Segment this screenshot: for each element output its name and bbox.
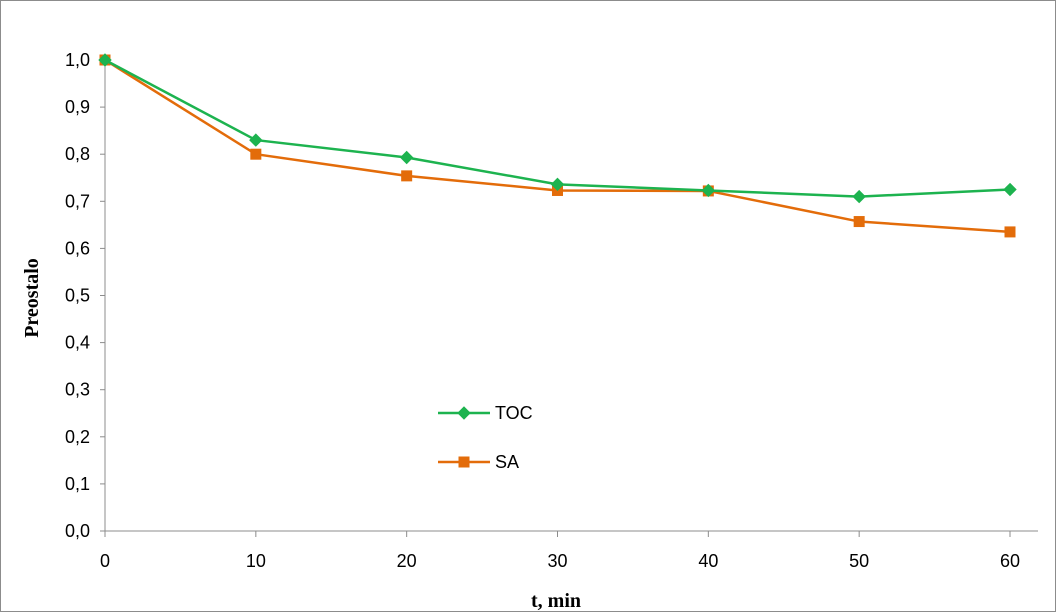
tick-labels: 0,0 0,1 0,2 0,3 0,4 0,5 0,6 0,7 0,8 0,9 1,0 0 10 20 30… — [65, 50, 1020, 571]
series — [98, 53, 1017, 238]
data-point-toc — [550, 177, 565, 192]
data-point-sa — [250, 148, 262, 160]
x-tick-label: 40 — [698, 551, 718, 571]
legend-label-sa: SA — [495, 452, 519, 472]
data-point-sa — [1004, 226, 1016, 238]
y-tick-label: 0,5 — [65, 286, 90, 306]
legend: TOC SA — [438, 403, 533, 472]
y-tick-label: 0,8 — [65, 144, 90, 164]
data-point-toc — [98, 53, 112, 67]
data-point-sa — [401, 170, 413, 182]
data-point-toc — [852, 189, 866, 204]
y-tick-label: 0,6 — [65, 238, 90, 258]
data-point-toc — [1003, 182, 1017, 197]
series-sa — [99, 54, 1016, 238]
y-tick-label: 0,7 — [65, 191, 90, 211]
data-point-toc — [399, 150, 414, 165]
y-tick-label: 0,1 — [65, 474, 90, 494]
data-point-toc — [701, 183, 716, 198]
y-tick-label: 0,3 — [65, 380, 90, 400]
series-toc — [98, 53, 1017, 204]
y-tick-label: 0,4 — [65, 333, 90, 353]
y-tick-label: 0,9 — [65, 97, 90, 117]
y-axis-title: Preostalo — [21, 258, 43, 338]
x-tick-label: 60 — [1000, 551, 1020, 571]
x-tick-label: 20 — [397, 551, 417, 571]
legend-marker-toc — [457, 406, 471, 420]
data-point-sa — [853, 216, 865, 228]
x-tick-label: 50 — [849, 551, 869, 571]
series-line-toc — [104, 58, 1011, 198]
y-tick-label: 0,2 — [65, 427, 90, 447]
legend-label-toc: TOC — [495, 403, 533, 423]
legend-marker-sa — [458, 456, 470, 468]
y-tick-label: 0,0 — [65, 521, 90, 541]
x-tick-label: 10 — [246, 551, 266, 571]
data-point-toc — [249, 133, 263, 147]
legend-entry-toc: TOC — [438, 403, 533, 423]
axes — [100, 54, 1038, 537]
x-axis-title: t, min — [531, 590, 581, 612]
series-line-sa — [104, 58, 1011, 234]
x-tick-label: 30 — [547, 551, 567, 571]
legend-entry-sa: SA — [438, 452, 519, 472]
x-tick-label: 0 — [100, 551, 110, 571]
y-tick-label: 1,0 — [65, 50, 90, 70]
